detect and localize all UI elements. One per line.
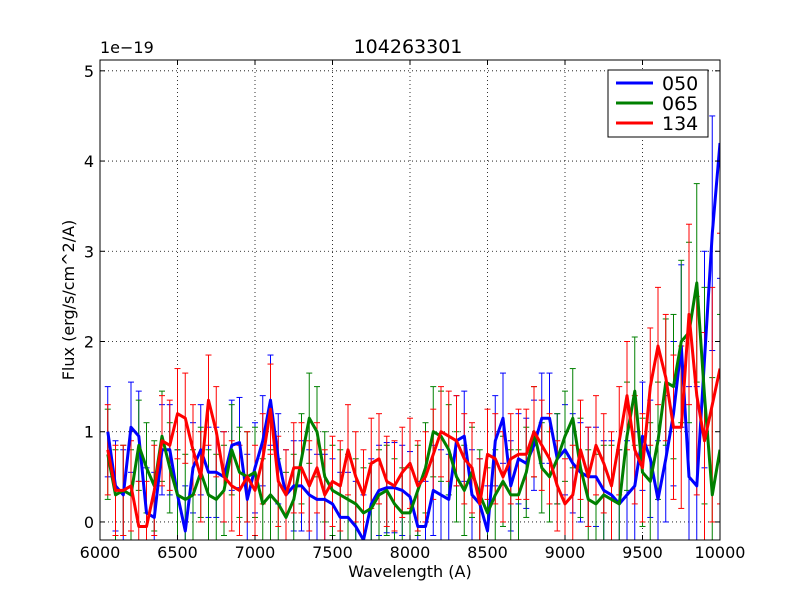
plot-area: 6000 6500 7000 7500 8000 8500 9000 9500 10000 0 1 2… [80,59,746,562]
legend-label-050: 050 [662,73,698,95]
x-tick-label: 9000 [545,543,586,562]
chart-title: 104263301 [354,36,463,58]
x-tick-label: 8000 [390,543,431,562]
y-tick-label: 2 [84,333,94,352]
x-axis-label: Wavelength (A) [348,562,471,581]
y-offset-label: 1e−19 [100,38,154,57]
x-tick-label: 10000 [695,543,746,562]
y-tick-label: 3 [84,242,94,261]
y-tick-label: 1 [84,423,94,442]
series-line-065 [106,281,720,519]
y-axis-label: Flux (erg/s/cm^2/A) [59,220,78,381]
x-tick-label: 6000 [80,543,121,562]
x-tick-label: 6500 [157,543,198,562]
series-line-134 [106,312,720,528]
y-tick-label: 4 [84,152,94,171]
x-tick-label: 7500 [312,543,353,562]
legend-label-065: 065 [662,93,698,115]
y-tick-label: 5 [84,62,94,81]
y-tick-label: 0 [84,513,94,532]
legend-label-134: 134 [662,113,698,135]
x-tick-label: 7000 [235,543,276,562]
x-tick-label: 9500 [622,543,663,562]
x-tick-label: 8500 [467,543,508,562]
data-layer [104,60,720,540]
